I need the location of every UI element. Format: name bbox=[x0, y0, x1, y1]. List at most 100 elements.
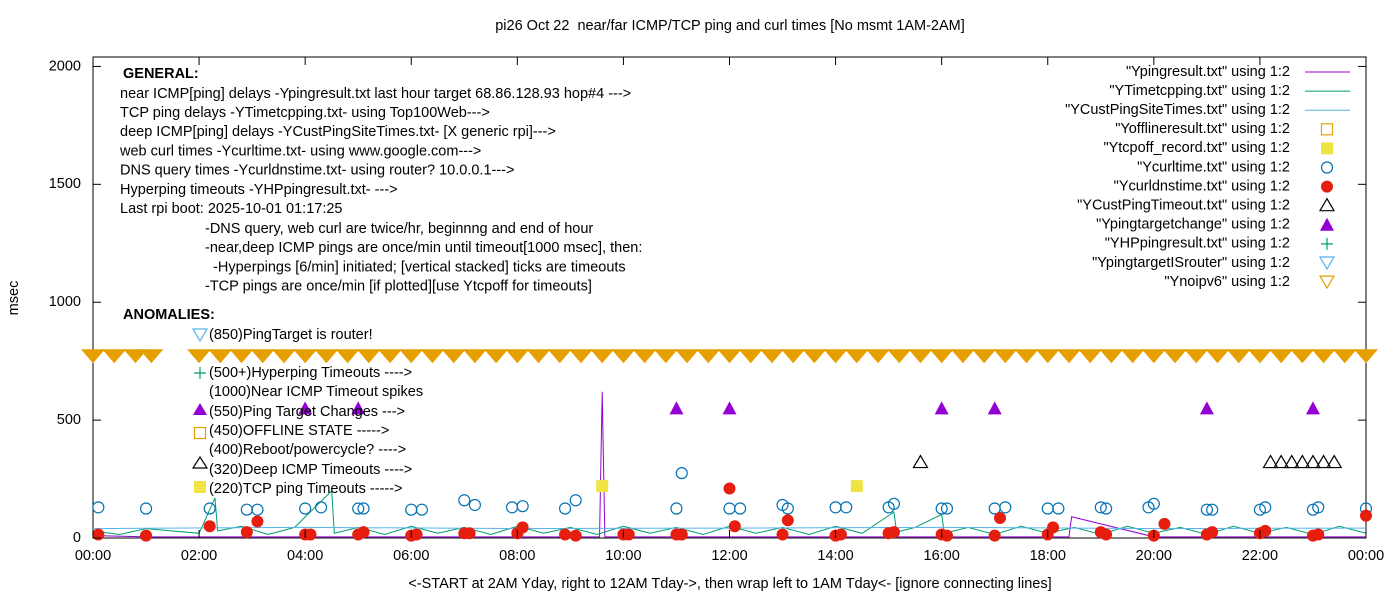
x-tick-label: 16:00 bbox=[924, 548, 960, 564]
marker bbox=[866, 349, 891, 364]
marker bbox=[203, 502, 216, 515]
marker bbox=[299, 502, 312, 515]
marker bbox=[203, 520, 216, 533]
marker bbox=[240, 526, 253, 539]
plot-area bbox=[81, 349, 1378, 542]
legend-label: "Ypingresult.txt" using 1:2 bbox=[1126, 64, 1290, 80]
marker bbox=[410, 528, 423, 541]
marker bbox=[675, 349, 700, 364]
marker bbox=[1199, 401, 1214, 415]
marker bbox=[526, 349, 551, 364]
marker bbox=[558, 502, 572, 515]
annotation: near ICMP[ping] delays -Ypingresult.txt … bbox=[120, 86, 631, 102]
marker bbox=[1283, 454, 1300, 469]
annotation: (320)Deep ICMP Timeouts ----> bbox=[209, 462, 412, 478]
annotation: -DNS query, web curl are twice/hr, begin… bbox=[205, 221, 593, 237]
legend-label: "Yofflineresult.txt" using 1:2 bbox=[1115, 121, 1290, 137]
marker bbox=[596, 480, 609, 493]
marker bbox=[240, 503, 253, 516]
y-axis-label: msec bbox=[6, 281, 22, 316]
annotation: (500+)Hyperping Timeouts ----> bbox=[209, 365, 412, 381]
marker bbox=[1052, 502, 1065, 515]
marker bbox=[1147, 497, 1160, 510]
marker bbox=[1078, 349, 1103, 364]
marker bbox=[441, 349, 466, 364]
marker bbox=[1354, 349, 1378, 364]
marker bbox=[139, 502, 153, 515]
marker bbox=[1141, 349, 1166, 364]
marker bbox=[723, 502, 736, 515]
marker bbox=[1318, 275, 1336, 290]
marker bbox=[823, 349, 848, 364]
annotation-heading: ANOMALIES: bbox=[123, 307, 215, 323]
marker bbox=[1120, 349, 1145, 364]
marker bbox=[829, 501, 842, 514]
legend-label: "Ynoipv6" using 1:2 bbox=[1164, 274, 1290, 290]
legend-label: "Ypingtargetchange" using 1:2 bbox=[1096, 217, 1290, 233]
marker bbox=[834, 528, 847, 541]
annotation: -Hyperpings [6/min] initiated; [vertical… bbox=[205, 259, 626, 275]
legend-label: "Ytcpoff_record.txt" using 1:2 bbox=[1103, 140, 1290, 156]
x-tick-label: 06:00 bbox=[393, 548, 429, 564]
marker bbox=[653, 349, 678, 364]
marker bbox=[569, 494, 582, 507]
anomaly-icons bbox=[191, 328, 209, 493]
marker bbox=[356, 349, 381, 364]
x-tick-label: 10:00 bbox=[605, 548, 641, 564]
marker bbox=[1259, 501, 1272, 514]
x-tick-label: 18:00 bbox=[1030, 548, 1066, 564]
marker bbox=[912, 454, 929, 469]
marker bbox=[1099, 349, 1124, 364]
marker bbox=[1306, 503, 1320, 516]
annotation: DNS query times -Ycurldnstime.txt- using… bbox=[120, 163, 514, 179]
marker bbox=[547, 349, 572, 364]
marker bbox=[1305, 401, 1320, 415]
marker bbox=[738, 349, 763, 364]
marker bbox=[559, 528, 572, 541]
marker bbox=[1094, 501, 1107, 514]
annotation: -TCP pings are once/min [if plotted][use… bbox=[205, 279, 592, 295]
marker bbox=[420, 349, 445, 364]
marker bbox=[1047, 521, 1060, 534]
marker bbox=[314, 501, 328, 514]
marker bbox=[251, 503, 264, 516]
x-tick-label: 00:00 bbox=[75, 548, 111, 564]
marker bbox=[1205, 349, 1230, 364]
marker bbox=[271, 349, 296, 364]
icon bbox=[191, 455, 209, 469]
marker bbox=[352, 502, 365, 515]
annotation: (550)Ping Target Changes ---> bbox=[209, 404, 405, 420]
marker bbox=[1200, 503, 1213, 516]
marker bbox=[516, 521, 529, 534]
marker bbox=[1320, 217, 1334, 231]
marker bbox=[1226, 349, 1251, 364]
marker bbox=[1315, 454, 1332, 469]
y-tick-label: 1000 bbox=[49, 294, 81, 310]
annotation: deep ICMP[ping] delays -YCustPingSiteTim… bbox=[120, 124, 556, 140]
marker bbox=[505, 501, 519, 514]
marker bbox=[1247, 349, 1272, 364]
marker bbox=[935, 502, 948, 515]
marker bbox=[357, 502, 370, 515]
marker bbox=[378, 349, 403, 364]
marker bbox=[304, 528, 317, 541]
x-tick-label: 12:00 bbox=[711, 548, 747, 564]
marker bbox=[1321, 180, 1333, 193]
marker bbox=[1304, 454, 1322, 469]
marker bbox=[1035, 349, 1060, 364]
marker bbox=[1100, 528, 1113, 541]
marker bbox=[1206, 526, 1219, 539]
marker bbox=[1163, 349, 1188, 364]
marker bbox=[987, 401, 1002, 415]
marker bbox=[458, 494, 471, 507]
icon bbox=[191, 328, 209, 343]
marker bbox=[1056, 349, 1081, 364]
legend-label: "Ycurltime.txt" using 1:2 bbox=[1137, 159, 1290, 175]
marker bbox=[140, 529, 153, 542]
marker bbox=[1290, 349, 1315, 364]
marker bbox=[102, 349, 127, 364]
marker bbox=[1321, 237, 1333, 250]
x-tick-label: 20:00 bbox=[1136, 548, 1172, 564]
marker bbox=[940, 529, 953, 542]
